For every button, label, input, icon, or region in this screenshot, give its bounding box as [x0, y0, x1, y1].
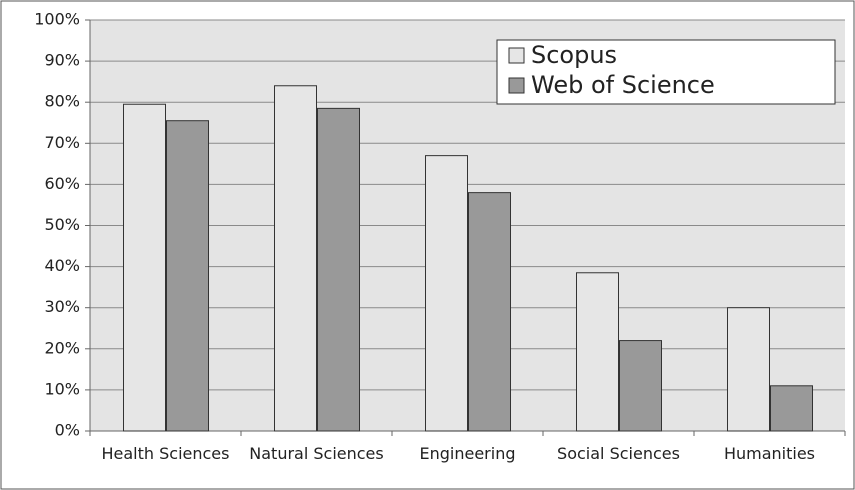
bar — [166, 120, 209, 432]
bar — [770, 385, 813, 432]
y-tick-label: 0% — [55, 421, 80, 440]
x-tick-label: Humanities — [723, 444, 816, 463]
y-tick-label: 30% — [44, 297, 80, 316]
legend-swatch — [508, 77, 525, 94]
legend-label: Web of Science — [531, 71, 715, 99]
y-tick-label: 80% — [44, 92, 80, 111]
x-tick-label-box: Health Sciences — [101, 444, 230, 463]
y-tick-label: 100% — [34, 10, 80, 29]
y-tick-label: 10% — [44, 379, 80, 398]
x-tick-label-box: Engineering — [419, 444, 516, 463]
bar — [274, 85, 317, 432]
y-tick-label: 70% — [44, 133, 80, 152]
y-tick-label: 40% — [44, 256, 80, 275]
bar — [317, 107, 360, 432]
x-tick-label: Natural Sciences — [249, 444, 384, 463]
x-tick-label-box: Humanities — [723, 444, 816, 463]
legend-label: Scopus — [531, 41, 617, 69]
legend-swatch — [508, 47, 525, 64]
x-tick-label: Health Sciences — [101, 444, 230, 463]
x-tick-label-box: Natural Sciences — [249, 444, 384, 463]
bar — [727, 307, 770, 432]
bar — [123, 103, 166, 432]
y-tick-label: 90% — [44, 51, 80, 70]
x-tick-label-box: Social Sciences — [557, 444, 680, 463]
y-tick-label: 50% — [44, 215, 80, 234]
x-tick-label: Engineering — [419, 444, 516, 463]
bar — [576, 272, 619, 432]
y-tick-label: 20% — [44, 338, 80, 357]
x-tick-label: Social Sciences — [557, 444, 680, 463]
bar — [425, 155, 468, 432]
y-tick-label: 60% — [44, 174, 80, 193]
bar — [468, 192, 511, 432]
legend-box — [496, 39, 836, 105]
bar — [619, 340, 662, 432]
